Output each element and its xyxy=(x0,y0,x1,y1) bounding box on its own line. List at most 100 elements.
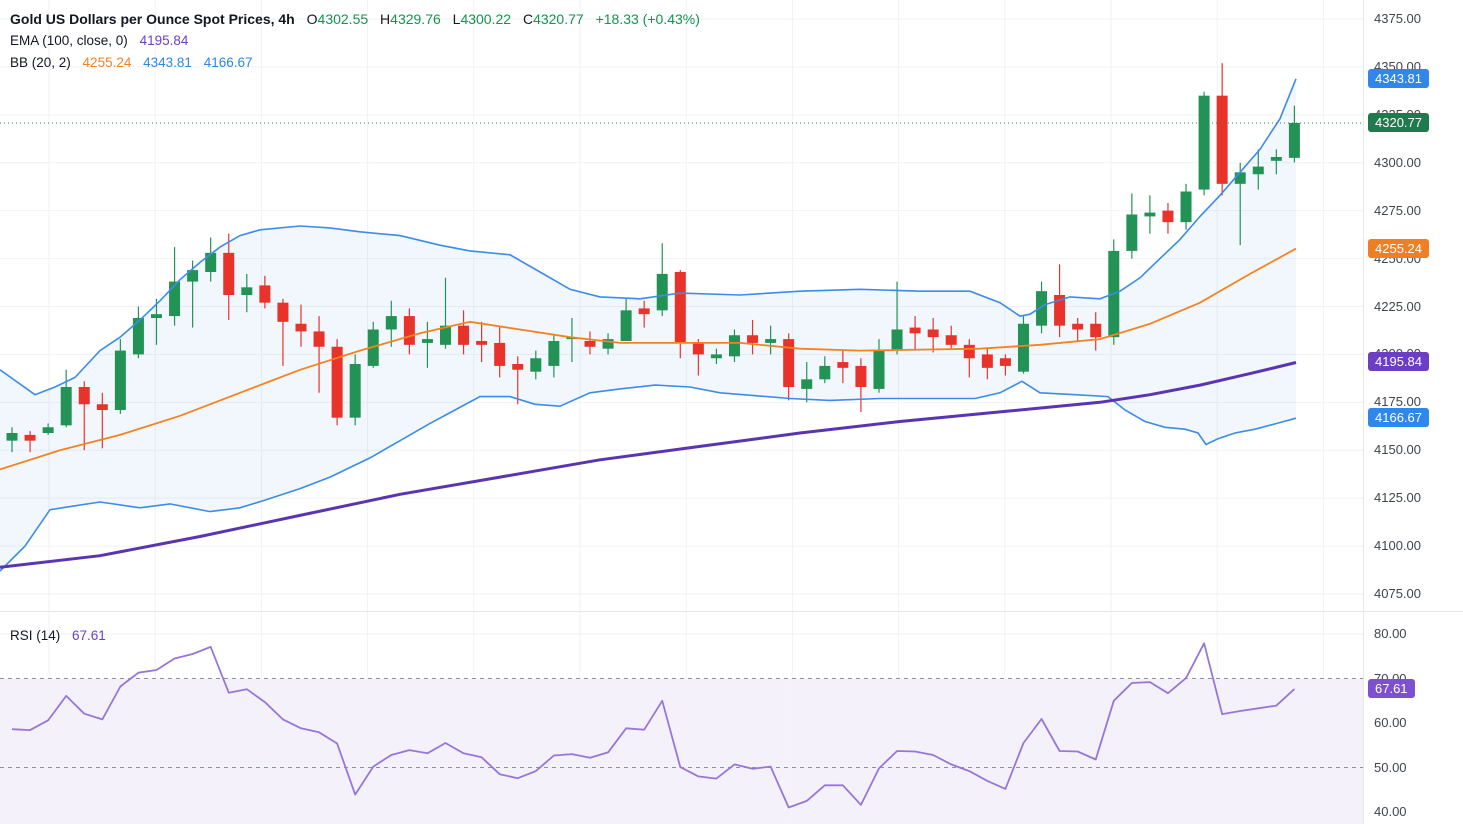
candle[interactable] xyxy=(313,316,325,393)
candle[interactable] xyxy=(692,339,704,376)
candle[interactable] xyxy=(765,325,777,355)
candle[interactable] xyxy=(747,319,759,355)
candle[interactable] xyxy=(855,358,867,412)
candle[interactable] xyxy=(1216,63,1228,196)
candle[interactable] xyxy=(873,339,885,393)
candle[interactable] xyxy=(783,333,795,401)
bb-basis-line[interactable] xyxy=(0,247,1297,471)
candle[interactable] xyxy=(512,356,524,405)
candle[interactable] xyxy=(584,331,596,355)
candle[interactable] xyxy=(909,316,921,351)
candle[interactable] xyxy=(1162,203,1174,234)
candle[interactable] xyxy=(963,339,975,378)
candle[interactable] xyxy=(78,381,90,451)
candle[interactable] xyxy=(403,308,415,355)
candle[interactable] xyxy=(656,243,668,317)
candle[interactable] xyxy=(1072,318,1084,341)
candle[interactable] xyxy=(277,298,289,366)
price-axis-label: 4150.00 xyxy=(1374,442,1421,458)
candle[interactable] xyxy=(728,329,740,363)
chart-legend: Gold US Dollars per Ounce Spot Prices, 4… xyxy=(10,8,700,74)
candle[interactable] xyxy=(223,233,235,320)
candle[interactable] xyxy=(1144,195,1156,234)
bb-upper-line[interactable] xyxy=(0,78,1297,396)
candle-body xyxy=(728,335,740,357)
candle-body xyxy=(6,433,18,441)
candle-body xyxy=(132,318,144,355)
rsi-value: 67.61 xyxy=(72,628,106,643)
candle[interactable] xyxy=(819,356,831,384)
price-axis-label: 4225.00 xyxy=(1374,298,1421,314)
candle[interactable] xyxy=(1180,183,1192,230)
legend-symbol-row[interactable]: Gold US Dollars per Ounce Spot Prices, 4… xyxy=(10,8,700,30)
candle[interactable] xyxy=(1198,91,1210,196)
price-axis-label: 4300.00 xyxy=(1374,154,1421,170)
candle[interactable] xyxy=(439,277,451,349)
candle[interactable] xyxy=(1017,316,1029,374)
candle[interactable] xyxy=(24,431,36,453)
ema-line[interactable] xyxy=(0,361,1297,569)
ohlc-low-prefix: L xyxy=(452,11,461,27)
bb-upper-value: 4343.81 xyxy=(143,55,192,70)
bb-lower-line[interactable] xyxy=(0,380,1297,572)
ohlc-close-prefix: C xyxy=(522,11,534,27)
candle[interactable] xyxy=(150,298,162,345)
candle-body xyxy=(60,387,72,426)
candle-body xyxy=(277,302,289,322)
price-chart-canvas[interactable] xyxy=(0,0,1363,611)
candle-body xyxy=(891,329,903,351)
ohlc-close-value: 4320.77 xyxy=(533,11,584,27)
candle[interactable] xyxy=(981,348,993,380)
candle[interactable] xyxy=(710,348,722,364)
candle[interactable] xyxy=(114,339,126,414)
candle-body xyxy=(205,252,217,272)
candle-body xyxy=(981,354,993,368)
candle[interactable] xyxy=(476,321,488,363)
legend-bb-row[interactable]: BB (20, 2) 4255.24 4343.81 4166.67 xyxy=(10,52,700,74)
candle[interactable] xyxy=(349,354,361,426)
candle[interactable] xyxy=(837,350,849,384)
candle[interactable] xyxy=(548,335,560,378)
pane-separator[interactable] xyxy=(0,611,1463,612)
candle[interactable] xyxy=(927,318,939,353)
candle[interactable] xyxy=(620,298,632,341)
candle[interactable] xyxy=(331,339,343,426)
candle[interactable] xyxy=(999,354,1011,376)
candle[interactable] xyxy=(205,237,217,282)
rsi-legend-row[interactable]: RSI (14) 67.61 xyxy=(10,628,106,643)
candle[interactable] xyxy=(1234,162,1246,246)
price-axis-label: 4375.00 xyxy=(1374,11,1421,26)
price-axis[interactable]: 4375.004350.004325.004300.004275.004250.… xyxy=(1363,0,1463,824)
legend-ema-row[interactable]: EMA (100, close, 0) 4195.84 xyxy=(10,30,700,52)
candle[interactable] xyxy=(1126,193,1138,259)
candle-body xyxy=(927,329,939,338)
candle-body xyxy=(945,335,957,345)
rsi-chart-canvas[interactable] xyxy=(0,612,1363,824)
candle[interactable] xyxy=(6,427,18,453)
candle[interactable] xyxy=(494,325,506,378)
candle[interactable] xyxy=(259,275,271,309)
candle[interactable] xyxy=(602,333,614,355)
candle[interactable] xyxy=(421,321,433,368)
candle[interactable] xyxy=(530,350,542,380)
rsi-line[interactable] xyxy=(11,642,1296,809)
candle[interactable] xyxy=(295,304,307,347)
candle[interactable] xyxy=(132,306,144,359)
candle[interactable] xyxy=(1288,105,1300,163)
candle[interactable] xyxy=(801,362,813,403)
candle[interactable] xyxy=(891,281,903,355)
candle[interactable] xyxy=(385,300,397,347)
candle-body xyxy=(96,404,108,410)
candle[interactable] xyxy=(1270,149,1282,175)
candle[interactable] xyxy=(60,369,72,428)
candle[interactable] xyxy=(638,300,650,328)
candle[interactable] xyxy=(1090,312,1102,351)
candle-body xyxy=(530,358,542,372)
candle[interactable] xyxy=(42,423,54,435)
candle[interactable] xyxy=(187,260,199,328)
candle[interactable] xyxy=(1252,149,1264,190)
candle[interactable] xyxy=(241,273,253,313)
candle[interactable] xyxy=(945,325,957,349)
price-axis-label: 4175.00 xyxy=(1374,394,1421,410)
candle[interactable] xyxy=(458,310,470,355)
